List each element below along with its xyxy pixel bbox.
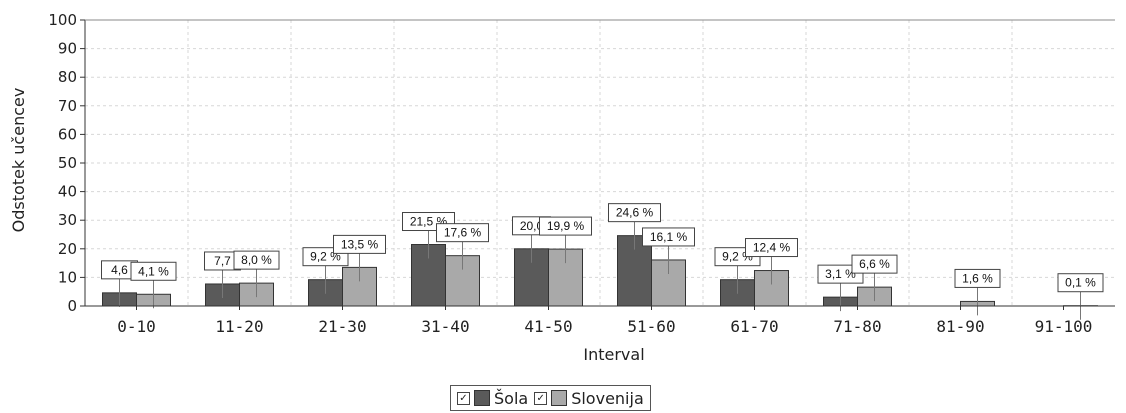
data-label-sola: 4,6 [101, 260, 138, 307]
svg-text:6,6 %: 6,6 % [859, 257, 890, 271]
legend-checkbox-sola[interactable]: ✓ [457, 391, 470, 405]
x-tick-label: 11-20 [215, 317, 263, 336]
svg-text:17,6 %: 17,6 % [444, 226, 482, 240]
axes: 0 10 20 30 40 50 60 70 80 90 100 0-10 11-20 21-30 31-4… [48, 11, 1115, 336]
legend-swatch-sola [474, 390, 490, 406]
y-tick-label: 60 [58, 125, 77, 143]
data-label-slovenija: 16,1 % [642, 227, 695, 274]
x-tick-label: 31-40 [421, 317, 469, 336]
y-tick-label: 50 [58, 154, 77, 172]
y-tick-label: 30 [58, 211, 77, 229]
x-tick-label: 81-90 [936, 317, 984, 336]
y-tick-label: 0 [67, 297, 77, 315]
legend-checkbox-slovenija[interactable]: ✓ [534, 391, 548, 405]
svg-text:4,6: 4,6 [111, 263, 128, 277]
svg-text:12,4 %: 12,4 % [753, 241, 791, 255]
y-tick-label: 80 [58, 68, 77, 86]
svg-text:20,0: 20,0 [520, 219, 544, 233]
y-tick-label: 40 [58, 183, 77, 201]
data-label-sola: 24,6 % [608, 203, 661, 250]
data-label-sola: 9,2 % [714, 247, 761, 294]
x-tick-label: 91-100 [1035, 317, 1093, 336]
svg-text:8,0 %: 8,0 % [241, 253, 272, 267]
svg-text:7,7: 7,7 [214, 254, 231, 268]
data-label-slovenija: 12,4 % [745, 238, 798, 285]
x-tick-label: 41-50 [524, 317, 572, 336]
y-tick-label: 100 [48, 11, 77, 29]
data-label-slovenija: 4,1 % [130, 261, 177, 309]
x-tick-label: 61-70 [730, 317, 778, 336]
legend-label-slovenija: Slovenija [571, 388, 644, 408]
bar-chart: 4,6 4,1 % 7,7 8,0 % 9,2 % 13,5 % 21,5 %17,6 % 2… [9, 11, 1115, 364]
y-tick-label: 70 [58, 97, 77, 115]
y-tick-label: 20 [58, 240, 77, 258]
x-axis-title: Interval [583, 345, 644, 364]
legend-item-slovenija[interactable]: ✓ Slovenija [534, 389, 644, 408]
data-label-slovenija: 0,1 % [1057, 273, 1104, 320]
bars [102, 235, 1098, 307]
svg-text:19,9 %: 19,9 % [547, 219, 585, 233]
data-label-slovenija: 8,0 % [233, 250, 280, 298]
svg-text:24,6 %: 24,6 % [616, 206, 654, 220]
data-labels: 4,6 4,1 % 7,7 8,0 % 9,2 % 13,5 % 21,5 %17,6 % 2… [101, 203, 1104, 320]
svg-text:3,1 %: 3,1 % [825, 267, 856, 281]
x-tick-label: 51-60 [627, 317, 675, 336]
svg-text:1,6 %: 1,6 % [962, 271, 993, 285]
y-tick-label: 90 [58, 40, 77, 58]
svg-text:4,1 %: 4,1 % [138, 264, 169, 278]
x-tick-label: 71-80 [833, 317, 881, 336]
data-label-sola: 3,1 % [817, 264, 864, 312]
svg-text:0,1 %: 0,1 % [1065, 276, 1096, 290]
x-tick-label: 0-10 [117, 317, 156, 336]
y-tick-label: 10 [58, 268, 77, 286]
data-label-slovenija: 1,6 % [954, 268, 1001, 316]
svg-text:16,1 %: 16,1 % [650, 230, 688, 244]
legend-item-sola[interactable]: ✓ Šola [457, 389, 528, 408]
legend: ✓ Šola ✓ Slovenija [450, 385, 651, 411]
data-label-slovenija: 19,9 % [539, 216, 592, 264]
x-tick-label: 21-30 [318, 317, 366, 336]
data-label-slovenija: 17,6 % [436, 223, 489, 270]
data-label-slovenija: 13,5 % [333, 234, 386, 282]
y-axis-title: Odstotek učencev [9, 88, 28, 233]
data-label-sola: 7,7 [204, 251, 241, 298]
svg-text:13,5 %: 13,5 % [341, 237, 379, 251]
data-label-slovenija: 6,6 % [851, 254, 898, 302]
legend-label-sola: Šola [494, 388, 529, 408]
data-label-sola: 21,5 % [402, 212, 455, 259]
legend-swatch-slovenija [551, 390, 568, 406]
